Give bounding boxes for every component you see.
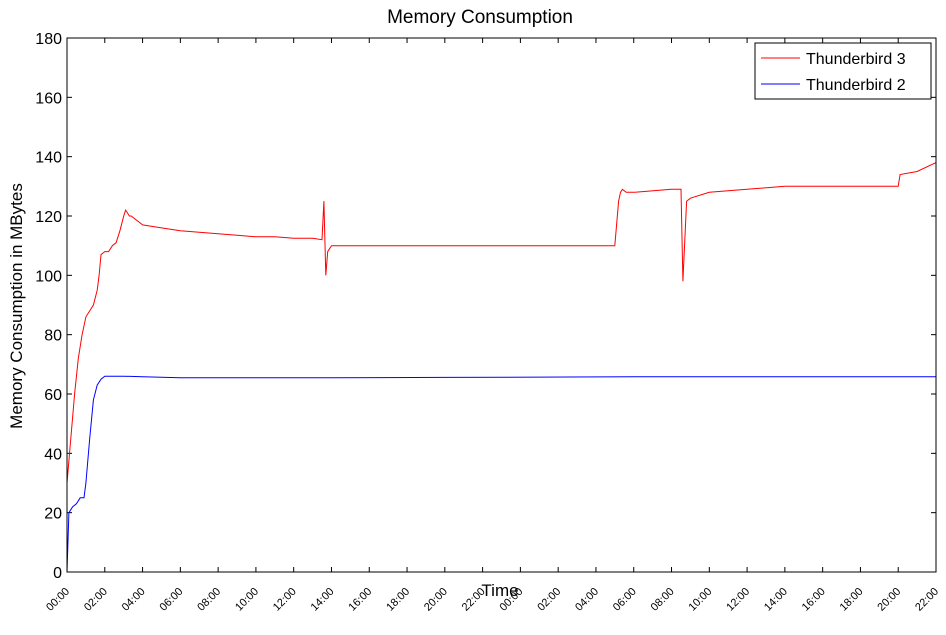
y-tick-label: 120 — [35, 209, 62, 226]
x-tick-label: 10:00 — [686, 586, 714, 614]
x-tick-label: 04:00 — [573, 586, 601, 614]
series-line-thunderbird-3 — [66, 162, 937, 484]
y-tick-label: 0 — [53, 565, 62, 582]
y-tick-label: 80 — [44, 328, 62, 345]
y-tick-label: 20 — [44, 506, 62, 523]
x-tick-label: 02:00 — [82, 586, 110, 614]
y-tick-label: 40 — [44, 446, 62, 463]
x-tick-label: 22:00 — [913, 586, 941, 614]
y-tick-label: 160 — [35, 90, 62, 107]
y-tick-label: 60 — [44, 387, 62, 404]
chart-title: Memory Consumption — [387, 7, 573, 28]
legend: Thunderbird 3 Thunderbird 2 — [754, 42, 932, 100]
y-axis-label: Memory Consumption in MBytes — [7, 183, 26, 429]
x-tick-label: 14:00 — [762, 586, 790, 614]
x-tick-label: 16:00 — [800, 586, 828, 614]
x-tick-label: 00:00 — [44, 586, 72, 614]
x-axis-label: Time — [481, 581, 518, 600]
y-tick-label: 180 — [35, 31, 62, 48]
x-axis: 00:00 02:00 04:00 06:00 08:00 10:00 12:00 14:00… — [44, 38, 941, 614]
legend-box — [754, 42, 932, 100]
x-tick-label: 12:00 — [271, 586, 299, 614]
legend-label-thunderbird-3: Thunderbird 3 — [806, 51, 906, 68]
x-tick-label: 02:00 — [535, 586, 563, 614]
y-tick-label: 140 — [35, 150, 62, 167]
x-tick-label: 20:00 — [875, 586, 903, 614]
series-line-thunderbird-2 — [66, 375, 936, 573]
x-tick-label: 14:00 — [309, 586, 337, 614]
x-tick-label: 20:00 — [422, 586, 450, 614]
plot-frame — [66, 37, 937, 573]
x-tick-label: 04:00 — [120, 586, 148, 614]
series-layer — [66, 162, 937, 573]
x-tick-label: 16:00 — [346, 586, 374, 614]
legend-label-thunderbird-2: Thunderbird 2 — [806, 77, 906, 94]
x-tick-label: 08:00 — [195, 586, 223, 614]
x-tick-label: 06:00 — [158, 586, 186, 614]
x-tick-label: 12:00 — [724, 586, 752, 614]
y-tick-label: 100 — [35, 268, 62, 285]
x-tick-label: 08:00 — [649, 586, 677, 614]
y-axis: 0 20 40 60 80 100 120 140 160 180 — [35, 31, 936, 582]
x-tick-label: 10:00 — [233, 586, 261, 614]
x-tick-label: 06:00 — [611, 586, 639, 614]
x-tick-label: 18:00 — [384, 586, 412, 614]
x-tick-label: 18:00 — [838, 586, 866, 614]
